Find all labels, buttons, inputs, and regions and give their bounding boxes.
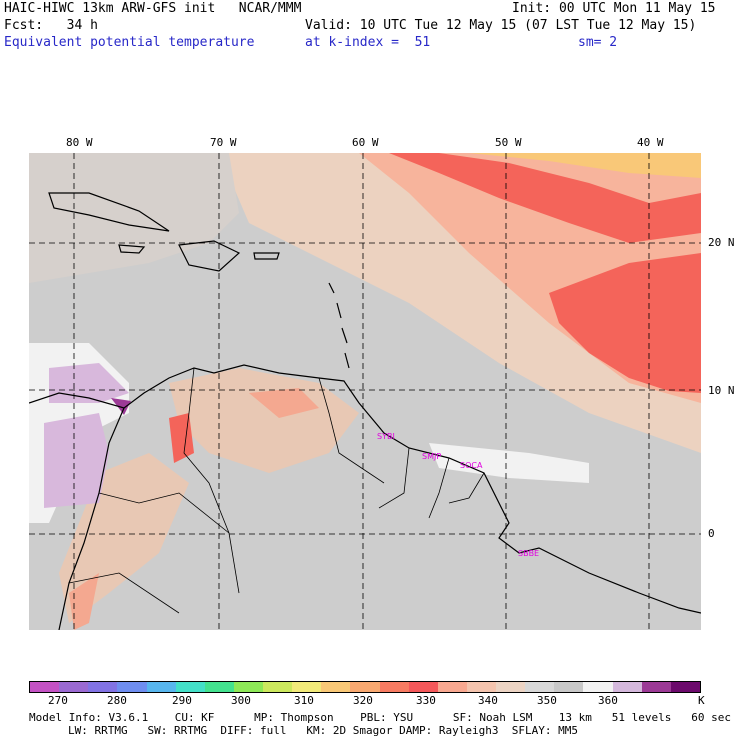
color-swatch bbox=[350, 682, 380, 692]
color-swatch bbox=[641, 682, 671, 692]
color-swatch bbox=[263, 682, 293, 692]
lat-label-20n: 20 N bbox=[708, 236, 735, 249]
coast-cuba bbox=[48, 192, 170, 232]
scale-label-350: 350 bbox=[537, 694, 557, 707]
country-borders bbox=[68, 367, 485, 614]
model-info-line2: LW: RRTMG SW: RRTMG DIFF: full KM: 2D Sm… bbox=[68, 724, 578, 737]
field-lavender-north bbox=[49, 363, 129, 403]
field-tan-venezuela bbox=[169, 368, 359, 473]
color-swatch bbox=[117, 682, 147, 692]
color-scale-bar bbox=[29, 681, 701, 693]
lat-label-0: 0 bbox=[708, 527, 715, 540]
init-time: Init: 00 UTC Mon 11 May 15 bbox=[512, 1, 716, 16]
scale-label-360: 360 bbox=[598, 694, 618, 707]
color-swatch bbox=[525, 682, 555, 692]
field-lavender-south bbox=[44, 413, 109, 508]
theta-e-map bbox=[29, 153, 701, 630]
model-info-line1: Model Info: V3.6.1 CU: KF MP: Thompson P… bbox=[29, 711, 731, 724]
smoothing-label: sm= 2 bbox=[578, 35, 618, 50]
valid-time: Valid: 10 UTC Tue 12 May 15 (07 LST Tue … bbox=[305, 18, 697, 33]
scale-label-300: 300 bbox=[231, 694, 251, 707]
color-swatch bbox=[233, 682, 263, 692]
level-label: at k-index = 51 bbox=[305, 35, 431, 50]
scale-label-330: 330 bbox=[416, 694, 436, 707]
field-salmon-venezuela bbox=[249, 388, 319, 418]
scale-label-290: 290 bbox=[172, 694, 192, 707]
site-label-soca: SOCA bbox=[460, 461, 483, 470]
scale-label-340: 340 bbox=[478, 694, 498, 707]
color-swatch bbox=[88, 682, 118, 692]
coast-south-america bbox=[29, 364, 701, 614]
color-swatch bbox=[204, 682, 234, 692]
lat-lon-grid bbox=[29, 153, 701, 630]
color-swatch bbox=[466, 682, 496, 692]
color-swatch bbox=[59, 682, 89, 692]
site-label-sybi: SYBI bbox=[377, 432, 395, 441]
color-swatch bbox=[496, 682, 526, 692]
field-white-band bbox=[429, 443, 589, 483]
coast-jamaica bbox=[118, 244, 146, 254]
lon-label-50w: 50 W bbox=[495, 136, 522, 149]
lon-label-80w: 80 W bbox=[66, 136, 93, 149]
field-purple-spot bbox=[111, 398, 131, 415]
coast-pacific bbox=[58, 407, 125, 630]
lon-label-70w: 70 W bbox=[210, 136, 237, 149]
scale-label-320: 320 bbox=[353, 694, 373, 707]
coast-puerto-rico bbox=[253, 252, 280, 260]
color-swatch bbox=[292, 682, 322, 692]
lon-label-40w: 40 W bbox=[637, 136, 664, 149]
coast-hispaniola bbox=[178, 240, 241, 272]
forecast-hour: Fcst: 34 h bbox=[4, 18, 98, 33]
site-label-sbbe: SBBE bbox=[518, 549, 540, 558]
model-title: HAIC-HIWC 13km ARW-GFS init NCAR/MMM bbox=[4, 1, 302, 16]
color-swatch bbox=[175, 682, 205, 692]
color-swatch bbox=[583, 682, 613, 692]
lat-label-10n: 10 N bbox=[708, 384, 735, 397]
field-name: Equivalent potential temperature bbox=[4, 35, 255, 50]
color-swatch bbox=[437, 682, 467, 692]
color-swatch bbox=[670, 682, 700, 692]
field-gray-caribbean bbox=[29, 153, 239, 283]
scale-label-270: 270 bbox=[48, 694, 68, 707]
color-swatch bbox=[146, 682, 176, 692]
scale-unit: K bbox=[698, 694, 705, 707]
color-swatch bbox=[612, 682, 642, 692]
color-swatch bbox=[379, 682, 409, 692]
scale-label-280: 280 bbox=[107, 694, 127, 707]
color-swatch bbox=[321, 682, 351, 692]
field-orange-north bbox=[469, 153, 701, 178]
site-label-smjp: SMJP bbox=[422, 452, 442, 461]
color-swatch bbox=[30, 682, 60, 692]
lon-label-60w: 60 W bbox=[352, 136, 379, 149]
field-red-east bbox=[549, 253, 701, 393]
coast-lesser-antilles bbox=[328, 282, 350, 369]
color-swatch bbox=[408, 682, 438, 692]
scale-label-310: 310 bbox=[294, 694, 314, 707]
color-swatch bbox=[554, 682, 584, 692]
field-salmon-andes bbox=[69, 573, 99, 630]
